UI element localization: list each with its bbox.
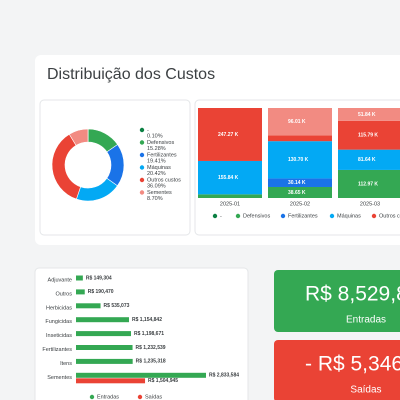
stacked-segment <box>268 186 332 198</box>
hbar-card <box>34 267 249 400</box>
legend-dot <box>280 213 286 219</box>
legend-label: Defensivos <box>243 213 270 219</box>
legend-dot <box>329 213 335 219</box>
x-tick-label: 2025-02 <box>290 201 310 207</box>
stacked-segment <box>338 120 400 150</box>
stacked-segment <box>198 160 262 195</box>
kpi-label: Saídas <box>350 385 381 396</box>
legend-label: - <box>220 213 222 219</box>
kpi-label: Entradas <box>346 315 386 326</box>
legend-value: 20.42% <box>147 171 166 177</box>
hbar <box>76 372 206 378</box>
bar-label: R$ 190,470 <box>88 289 114 295</box>
legend-value: 0.10% <box>147 133 163 139</box>
bar-label: R$ 2,833,584 <box>209 373 239 379</box>
segment-label: 112.97 K <box>358 181 378 187</box>
kpi-card <box>274 340 400 400</box>
bar-label: R$ 1,235,318 <box>136 359 166 365</box>
kpi-card <box>274 270 400 332</box>
bar-label: R$ 1,154,842 <box>132 317 162 323</box>
legend-dot <box>139 177 145 183</box>
bar-label: R$ 1,504,945 <box>148 378 178 384</box>
y-tick-label: Fertilizantes <box>42 347 72 353</box>
legend-label: Saídas <box>145 394 162 400</box>
segment-label: 81.64 K <box>358 157 376 163</box>
hbar <box>76 358 133 364</box>
segment-label: 51.84 K <box>358 112 376 118</box>
legend-dot <box>139 140 145 145</box>
hbar <box>76 345 133 350</box>
legend-dot <box>139 165 145 170</box>
hbar <box>76 303 101 309</box>
donut-slice <box>68 128 89 146</box>
segment-label: 96.01 K <box>288 119 306 125</box>
legend-value: 8.70% <box>147 196 163 202</box>
legend-label: Outros custos <box>147 177 181 183</box>
kpi-value: R$ 8,529,8 <box>305 283 400 306</box>
stacked-segment <box>338 149 400 170</box>
bar-label: R$ 149,304 <box>86 275 112 281</box>
x-tick-label: 2025-01 <box>220 201 240 207</box>
legend-label: Máquinas <box>147 165 171 171</box>
legend-label: Máquinas <box>337 213 361 219</box>
y-tick-label: Adjuvante <box>48 277 72 283</box>
stacked-segment <box>198 194 262 198</box>
legend-dot <box>137 394 143 400</box>
stacked-segment <box>268 141 332 179</box>
stacked-segment <box>268 178 332 187</box>
legend-value: 19.41% <box>147 158 166 164</box>
legend-dot <box>139 190 145 195</box>
y-tick-label: Itens <box>60 361 72 367</box>
legend-dot <box>212 213 218 219</box>
legend-value: 15.28% <box>147 146 166 152</box>
panel-title: Distribuição dos Custos <box>47 66 215 83</box>
y-tick-label: Sementes <box>47 375 72 381</box>
legend-label: - <box>147 127 149 133</box>
legend-dot <box>235 213 241 219</box>
legend-label: Defensivos <box>147 140 174 146</box>
stacked-segment <box>268 135 332 142</box>
bar-label: R$ 1,198,671 <box>134 331 164 337</box>
hbar <box>76 317 129 323</box>
legend-label: Fertilizantes <box>288 213 318 219</box>
bar-label: R$ 535,073 <box>104 303 130 309</box>
legend-dot <box>371 213 377 219</box>
segment-label: 30.14 K <box>288 180 306 186</box>
legend-dot <box>89 394 95 400</box>
hbar <box>76 275 83 281</box>
segment-label: 115.79 K <box>358 133 378 139</box>
stacked-segment <box>338 169 400 198</box>
x-tick-label: 2025-03 <box>360 201 380 207</box>
legend-dot <box>139 127 145 133</box>
hbar <box>76 378 146 384</box>
segment-label: 247.27 K <box>218 132 239 138</box>
stacked-segment <box>268 108 332 136</box>
segment-label: 130.70 K <box>288 157 309 163</box>
segment-label: 38.65 K <box>288 190 306 196</box>
hbar <box>76 331 131 337</box>
charts: -0.10%Defensivos15.28%Fertilizantes19.41… <box>42 108 400 400</box>
y-tick-label: Outros <box>55 291 72 297</box>
stacked-segment <box>198 108 262 161</box>
y-tick-label: Inseticidas <box>46 333 72 339</box>
legend-label: Sementes <box>147 190 172 196</box>
stacked-segment <box>338 108 400 121</box>
y-tick-label: Fungicidas <box>45 319 72 325</box>
legend-value: 36.09% <box>147 183 166 189</box>
legend-label: Entradas <box>97 394 119 400</box>
legend-label: Fertilizantes <box>147 152 177 158</box>
bar-label: R$ 1,232,539 <box>136 345 166 351</box>
legend-label: Outros custos <box>379 213 400 219</box>
kpi-value: - R$ 5,346, <box>305 353 400 376</box>
y-tick-label: Herbicidas <box>46 305 72 311</box>
segment-label: 155.84 K <box>218 175 239 181</box>
hbar <box>76 289 85 295</box>
legend-dot <box>139 152 145 158</box>
